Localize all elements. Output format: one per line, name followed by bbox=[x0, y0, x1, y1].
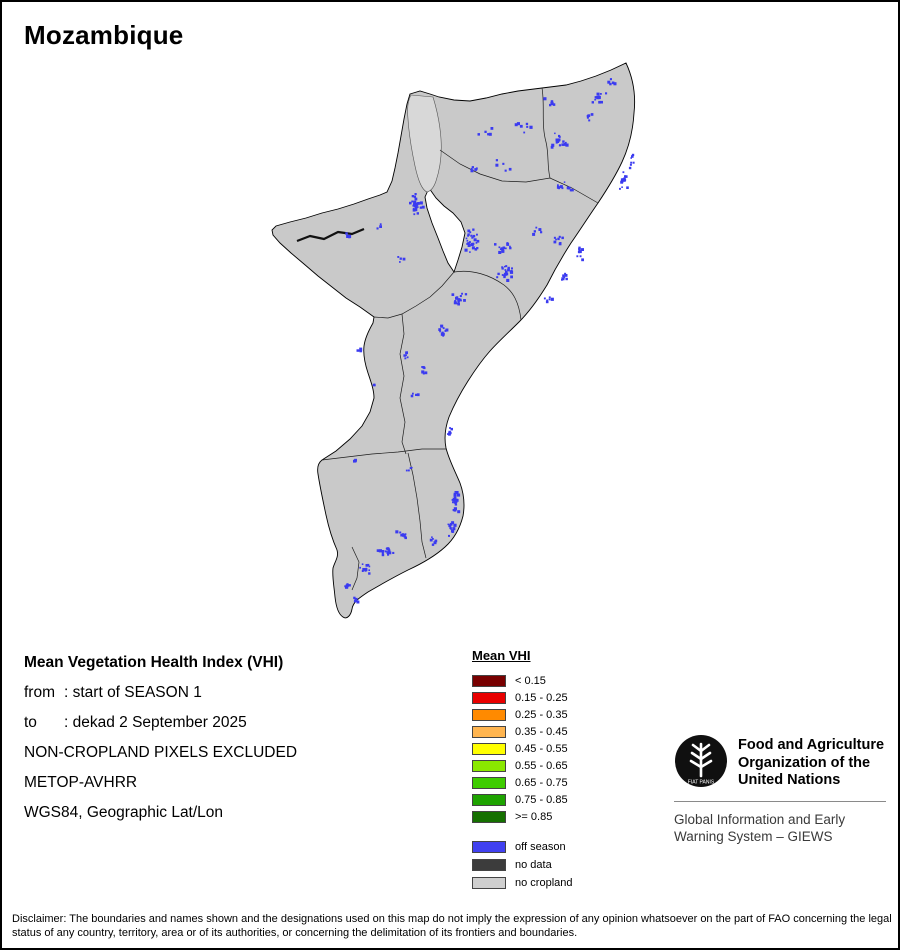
from-label: from bbox=[24, 684, 55, 701]
legend-row: 0.55 - 0.65 bbox=[472, 757, 642, 774]
off-season-pixels bbox=[344, 78, 635, 604]
legend-row: 0.35 - 0.45 bbox=[472, 723, 642, 740]
legend-swatch bbox=[472, 742, 506, 755]
legend-label: no cropland bbox=[515, 877, 573, 889]
legend-swatch bbox=[472, 793, 506, 806]
to-label: to bbox=[24, 714, 37, 731]
legend-label: 0.45 - 0.55 bbox=[515, 742, 568, 755]
legend-extra: off season no data no cropland bbox=[472, 838, 642, 892]
legend-row: 0.15 - 0.25 bbox=[472, 689, 642, 706]
legend-label: 0.25 - 0.35 bbox=[515, 708, 568, 721]
legend-swatch bbox=[472, 708, 506, 721]
info-block: Mean Vegetation Health Index (VHI) from:… bbox=[24, 648, 444, 828]
legend-swatch bbox=[472, 759, 506, 772]
info-line-noncropland: NON-CROPLAND PIXELS EXCLUDED bbox=[24, 744, 298, 761]
cahora-bassa-lake bbox=[296, 227, 365, 243]
legend-swatch bbox=[472, 810, 506, 823]
legend-swatch bbox=[472, 841, 506, 853]
country-shape bbox=[271, 62, 636, 619]
legend-row: 0.25 - 0.35 bbox=[472, 706, 642, 723]
info-heading: Mean Vegetation Health Index (VHI) bbox=[24, 654, 284, 671]
legend-label: 0.15 - 0.25 bbox=[515, 691, 568, 704]
legend-row: 0.65 - 0.75 bbox=[472, 774, 642, 791]
legend-swatch bbox=[472, 877, 506, 889]
legend-label: < 0.15 bbox=[515, 674, 546, 687]
page-title: Mozambique bbox=[24, 20, 184, 50]
info-line-to: to : dekad 2 September 2025 bbox=[24, 708, 444, 738]
legend: Mean VHI < 0.15 0.15 - 0.25 0.25 - 0.35 0.3… bbox=[472, 648, 642, 892]
legend-label: no data bbox=[515, 859, 552, 871]
fao-wheat-icon bbox=[689, 742, 713, 778]
legend-label: off season bbox=[515, 841, 566, 853]
legend-row: < 0.15 bbox=[472, 672, 642, 689]
legend-row: >= 0.85 bbox=[472, 808, 642, 825]
info-line-projection: WGS84, Geographic Lat/Lon bbox=[24, 804, 224, 821]
legend-label: >= 0.85 bbox=[515, 810, 553, 823]
legend-row: 0.45 - 0.55 bbox=[472, 740, 642, 757]
legend-row: 0.75 - 0.85 bbox=[472, 791, 642, 808]
org-name: Food and Agriculture Organization of the U… bbox=[738, 737, 885, 788]
legend-label: 0.55 - 0.65 bbox=[515, 759, 568, 772]
legend-swatch bbox=[472, 776, 506, 789]
info-line-sensor: METOP-AVHRR bbox=[24, 774, 138, 791]
fao-motto: FIAT PANIS bbox=[688, 780, 715, 786]
legend-row: no data bbox=[472, 856, 642, 874]
to-value: : dekad 2 September 2025 bbox=[64, 714, 247, 731]
legend-swatch bbox=[472, 859, 506, 871]
org-divider bbox=[674, 800, 886, 802]
legend-swatch bbox=[472, 725, 506, 738]
org-block: FIAT PANIS Food and Agriculture Organizat… bbox=[674, 734, 886, 845]
province-borders bbox=[321, 87, 599, 591]
legend-swatch bbox=[472, 691, 506, 704]
legend-label: 0.65 - 0.75 bbox=[515, 776, 568, 789]
legend-label: 0.35 - 0.45 bbox=[515, 725, 568, 738]
legend-label: 0.75 - 0.85 bbox=[515, 793, 568, 806]
fao-logo-icon: FIAT PANIS bbox=[675, 735, 727, 787]
legend-title: Mean VHI bbox=[472, 648, 531, 663]
legend-row: no cropland bbox=[472, 874, 642, 892]
from-value: : start of SEASON 1 bbox=[64, 684, 202, 701]
disclaimer-text: Disclaimer: The boundaries and names sho… bbox=[12, 913, 892, 939]
legend-row: off season bbox=[472, 838, 642, 856]
giews-name: Global Information and Early Warning Syst… bbox=[674, 811, 846, 844]
legend-swatch bbox=[472, 674, 506, 687]
info-line-from: from : start of SEASON 1 bbox=[24, 678, 444, 708]
legend-classes: < 0.15 0.15 - 0.25 0.25 - 0.35 0.35 - 0.45 0… bbox=[472, 672, 642, 825]
lake-malawi bbox=[407, 94, 442, 193]
